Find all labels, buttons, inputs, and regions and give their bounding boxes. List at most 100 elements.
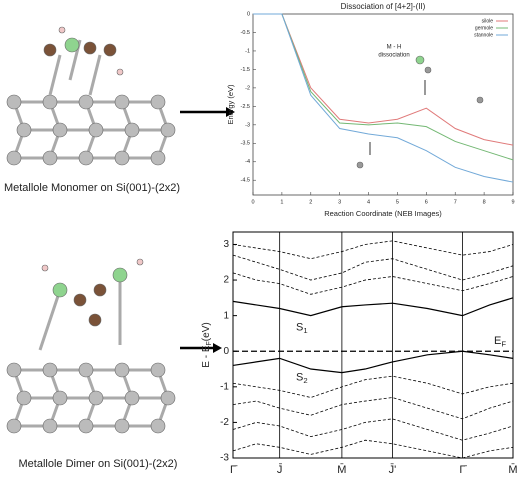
y-tick-label: 2 [223, 275, 229, 286]
bond [48, 54, 62, 96]
y-tick-label: -1 [220, 381, 229, 392]
atom [78, 418, 94, 434]
atom [78, 150, 94, 166]
fermi-label-main: E [494, 335, 501, 347]
data-line [253, 13, 514, 183]
annotation: dissociation [378, 53, 409, 59]
band-label-main: S [296, 371, 303, 383]
y-tick-label: -1 [245, 48, 250, 54]
atom [124, 122, 140, 138]
y-axis-label-sub: F [206, 341, 213, 345]
x-tick-label: 5 [396, 199, 399, 205]
x-tick-label: 7 [454, 199, 457, 205]
y-axis-label: Energy (eV) [226, 84, 235, 125]
band [232, 439, 514, 459]
x-axis-label: Reaction Coordinate (NEB Images) [324, 209, 442, 218]
atom [73, 293, 87, 307]
band-label-sub: 2 [303, 376, 307, 385]
atom [42, 150, 58, 166]
y-tick-label: 0 [247, 11, 250, 17]
y-tick-label: -3 [245, 122, 250, 128]
x-tick-label: 3 [338, 199, 341, 205]
legend-label: silole [482, 18, 494, 24]
atom [93, 283, 107, 297]
x-tick-label: J̄ [277, 463, 283, 476]
bond [88, 54, 102, 96]
atom [58, 26, 66, 34]
x-tick-label: Γ̄ [230, 464, 238, 476]
x-tick-label: 1 [280, 199, 283, 205]
atom [43, 43, 57, 57]
atom [136, 258, 144, 266]
atom [124, 390, 140, 406]
atom [88, 390, 104, 406]
x-tick-label: M̄ [337, 463, 346, 476]
y-tick-label: -4.5 [241, 178, 250, 184]
chart-title: Dissociation of [4+2]-(II) [341, 2, 426, 11]
y-tick-label: -1.5 [241, 67, 250, 73]
arrow-head [213, 343, 222, 353]
atom [64, 37, 80, 53]
y-axis-label-main: E - E [201, 345, 212, 368]
band-label-main: S [296, 322, 303, 334]
band [232, 375, 514, 398]
annotation: M - H [387, 45, 402, 51]
atom [356, 161, 364, 169]
x-tick-label: M̄ [508, 463, 517, 476]
atom [88, 122, 104, 138]
y-tick-label: -3 [220, 453, 229, 464]
band [232, 240, 514, 260]
atom [476, 96, 484, 104]
y-tick-label: -2.5 [241, 104, 250, 110]
x-tick-label: 2 [309, 199, 312, 205]
atom [112, 267, 128, 283]
atom [150, 362, 166, 378]
atom [16, 122, 32, 138]
atom [83, 41, 97, 55]
atom [114, 94, 130, 110]
atom [42, 418, 58, 434]
y-tick-label: 0 [223, 346, 229, 357]
atom [150, 94, 166, 110]
atom [114, 418, 130, 434]
y-tick-label: 1 [223, 310, 229, 321]
arrow-head [226, 107, 235, 117]
band [232, 297, 514, 317]
atom [160, 122, 176, 138]
x-tick-label: 4 [367, 199, 370, 205]
atom [52, 390, 68, 406]
atom [41, 264, 49, 272]
atom [88, 313, 102, 327]
y-tick-label: -4 [245, 159, 250, 165]
fermi-label-sub: F [501, 340, 506, 349]
band-label: S2 [296, 371, 308, 384]
y-tick-label: -0.5 [241, 30, 250, 36]
atom [160, 390, 176, 406]
x-tick-label: 9 [511, 199, 514, 205]
legend-label: stannole [474, 32, 493, 38]
atom [6, 362, 22, 378]
band-label-sub: 1 [303, 326, 307, 335]
x-tick-label: 8 [483, 199, 486, 205]
atom [114, 150, 130, 166]
band [232, 350, 514, 374]
atom [6, 418, 22, 434]
legend-label: germole [475, 25, 493, 31]
atom [78, 94, 94, 110]
x-tick-label: Γ̄ [459, 464, 467, 476]
atom [116, 68, 124, 76]
atom [52, 282, 68, 298]
bond [38, 289, 62, 351]
x-tick-label: J̄' [389, 463, 397, 476]
atom [424, 66, 432, 74]
plot-frame [232, 231, 514, 459]
y-axis-label-unit: (eV) [201, 322, 212, 341]
atom [78, 362, 94, 378]
plot-frame [252, 13, 514, 196]
atom [114, 362, 130, 378]
atom [42, 94, 58, 110]
atom [103, 43, 117, 57]
band [232, 418, 514, 441]
atom [16, 390, 32, 406]
